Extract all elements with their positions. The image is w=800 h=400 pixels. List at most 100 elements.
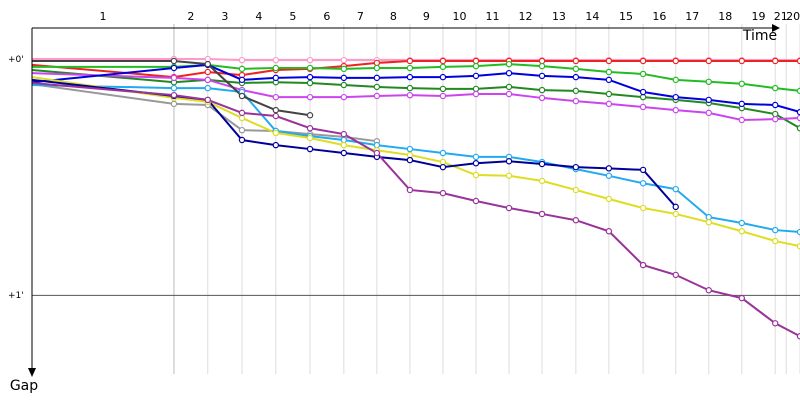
point bbox=[406, 64, 414, 72]
point bbox=[538, 177, 546, 185]
point bbox=[572, 65, 580, 73]
series-line bbox=[32, 83, 378, 143]
point bbox=[605, 165, 613, 172]
point bbox=[238, 92, 246, 100]
point bbox=[505, 158, 513, 165]
point bbox=[306, 134, 314, 142]
point bbox=[672, 57, 679, 65]
point bbox=[772, 226, 779, 234]
point bbox=[406, 57, 414, 65]
point bbox=[439, 57, 447, 65]
point bbox=[738, 57, 746, 65]
lap-label: 16 bbox=[652, 10, 666, 23]
point bbox=[373, 64, 381, 72]
point bbox=[796, 125, 800, 132]
point bbox=[538, 94, 546, 102]
lap-label: 3 bbox=[221, 10, 228, 23]
point bbox=[605, 100, 613, 108]
point bbox=[505, 83, 513, 91]
lap-label: 1 bbox=[99, 10, 106, 23]
point bbox=[439, 63, 447, 71]
point bbox=[340, 93, 348, 101]
point bbox=[472, 153, 480, 161]
point bbox=[272, 93, 280, 101]
point bbox=[639, 261, 647, 269]
point bbox=[472, 197, 480, 205]
lap-label: 20 bbox=[786, 10, 800, 23]
point bbox=[772, 115, 779, 123]
point bbox=[306, 64, 314, 72]
point bbox=[705, 57, 712, 65]
point bbox=[738, 80, 746, 87]
point bbox=[505, 69, 513, 77]
point bbox=[406, 145, 414, 153]
point bbox=[340, 130, 348, 138]
point bbox=[204, 76, 211, 84]
point bbox=[672, 185, 679, 193]
point bbox=[204, 55, 211, 63]
point bbox=[204, 60, 211, 68]
point bbox=[373, 74, 381, 82]
point bbox=[672, 93, 679, 101]
point bbox=[272, 106, 280, 114]
y-axis-arrow bbox=[28, 368, 36, 377]
y-tick-label: +0' bbox=[8, 55, 24, 65]
point bbox=[572, 217, 580, 224]
point bbox=[672, 76, 679, 84]
point bbox=[340, 65, 348, 73]
point bbox=[272, 141, 280, 149]
point bbox=[538, 86, 546, 94]
point bbox=[796, 114, 800, 122]
point bbox=[439, 92, 447, 100]
point bbox=[439, 149, 447, 157]
point bbox=[505, 204, 513, 212]
point bbox=[639, 103, 647, 111]
series-line bbox=[32, 69, 800, 130]
series-line bbox=[32, 59, 800, 79]
point bbox=[772, 57, 779, 65]
point bbox=[738, 219, 746, 227]
x-axis-title: Time bbox=[742, 28, 777, 44]
point bbox=[605, 172, 613, 179]
point bbox=[439, 189, 447, 197]
point bbox=[705, 219, 712, 226]
point bbox=[170, 91, 178, 99]
point bbox=[238, 109, 246, 117]
point bbox=[306, 56, 314, 64]
point bbox=[406, 186, 414, 194]
point bbox=[639, 93, 647, 101]
lap-label: 5 bbox=[289, 10, 296, 23]
point bbox=[340, 141, 348, 149]
point bbox=[605, 57, 613, 65]
point bbox=[672, 210, 679, 218]
point bbox=[538, 72, 546, 80]
point bbox=[170, 84, 178, 92]
point bbox=[472, 57, 480, 65]
point bbox=[605, 76, 613, 84]
point bbox=[170, 64, 178, 72]
point bbox=[373, 149, 381, 157]
point bbox=[572, 87, 580, 95]
point bbox=[572, 97, 580, 105]
point bbox=[204, 96, 211, 104]
series-group bbox=[32, 55, 800, 340]
point bbox=[672, 106, 679, 114]
point bbox=[538, 160, 546, 168]
lap-label: 9 bbox=[423, 10, 430, 23]
series-line bbox=[32, 83, 800, 234]
point bbox=[796, 108, 800, 116]
point bbox=[538, 210, 546, 218]
point bbox=[272, 74, 280, 82]
point bbox=[340, 136, 348, 144]
point bbox=[505, 90, 513, 98]
point bbox=[538, 62, 546, 70]
lap-label: 21 bbox=[774, 10, 788, 23]
lap-label: 10 bbox=[452, 10, 466, 23]
point bbox=[572, 73, 580, 81]
point bbox=[672, 203, 679, 211]
point bbox=[373, 59, 381, 67]
point bbox=[796, 57, 800, 65]
lap-label: 12 bbox=[519, 10, 533, 23]
